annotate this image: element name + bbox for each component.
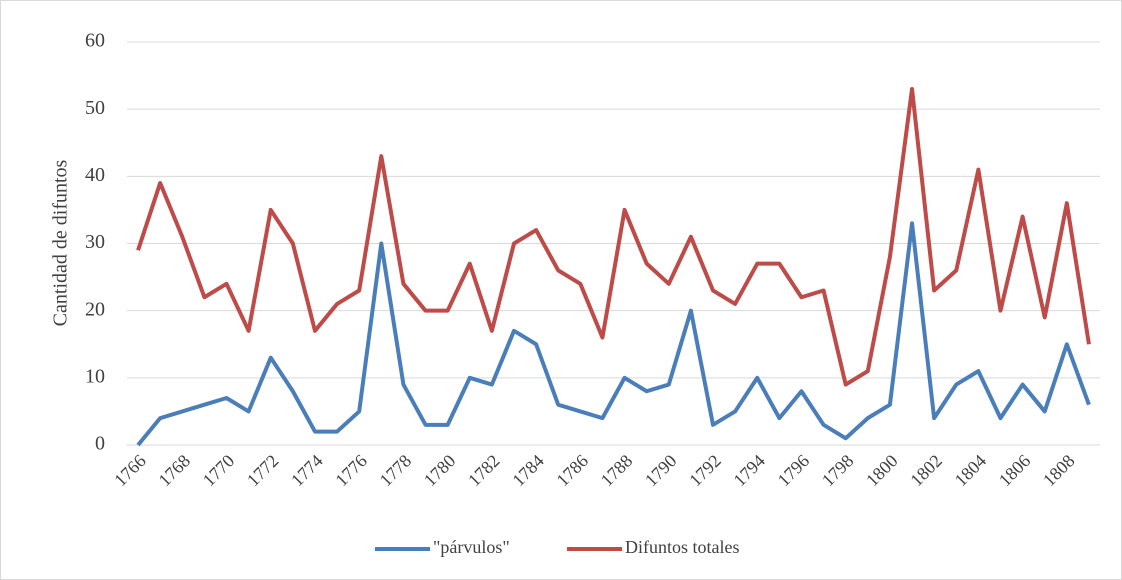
y-tick-label: 40 <box>85 164 105 186</box>
y-tick-label: 30 <box>85 231 105 253</box>
legend-label: Difuntos totales <box>625 537 740 557</box>
y-tick-label: 50 <box>85 97 105 119</box>
series-line <box>136 221 1091 447</box>
y-tick-label: 20 <box>85 298 105 320</box>
y-tick-label: 10 <box>85 365 105 387</box>
y-axis-label: Cantidad de difuntos <box>50 159 72 326</box>
series-line <box>136 87 1091 387</box>
y-tick-label: 60 <box>85 30 105 52</box>
y-tick-label: 0 <box>95 433 105 455</box>
legend-label: "párvulos" <box>433 537 510 557</box>
